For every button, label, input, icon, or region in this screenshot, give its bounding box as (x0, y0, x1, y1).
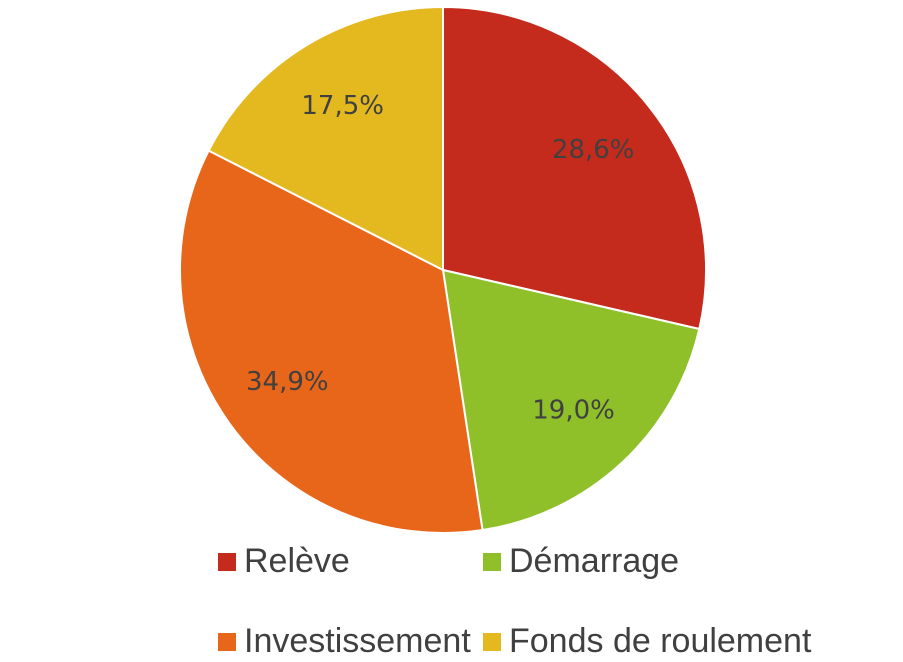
data-label: 17,5% (301, 91, 384, 121)
legend-swatch (218, 633, 236, 651)
data-label: 34,9% (246, 367, 329, 397)
data-label: 19,0% (532, 395, 615, 425)
data-label: 28,6% (552, 135, 635, 165)
legend-swatch (483, 633, 501, 651)
legend-swatch (483, 553, 501, 571)
legend-label: Relève (244, 542, 350, 580)
pie-slice (442, 5, 707, 331)
legend-label: Fonds de roulement (509, 622, 812, 660)
legend-label: Investissement (244, 622, 471, 660)
legend-swatch (218, 553, 236, 571)
pie-slice (179, 149, 484, 534)
pie-slice (441, 268, 701, 532)
legend-label: Démarrage (509, 542, 679, 580)
pie-slice (207, 5, 444, 272)
